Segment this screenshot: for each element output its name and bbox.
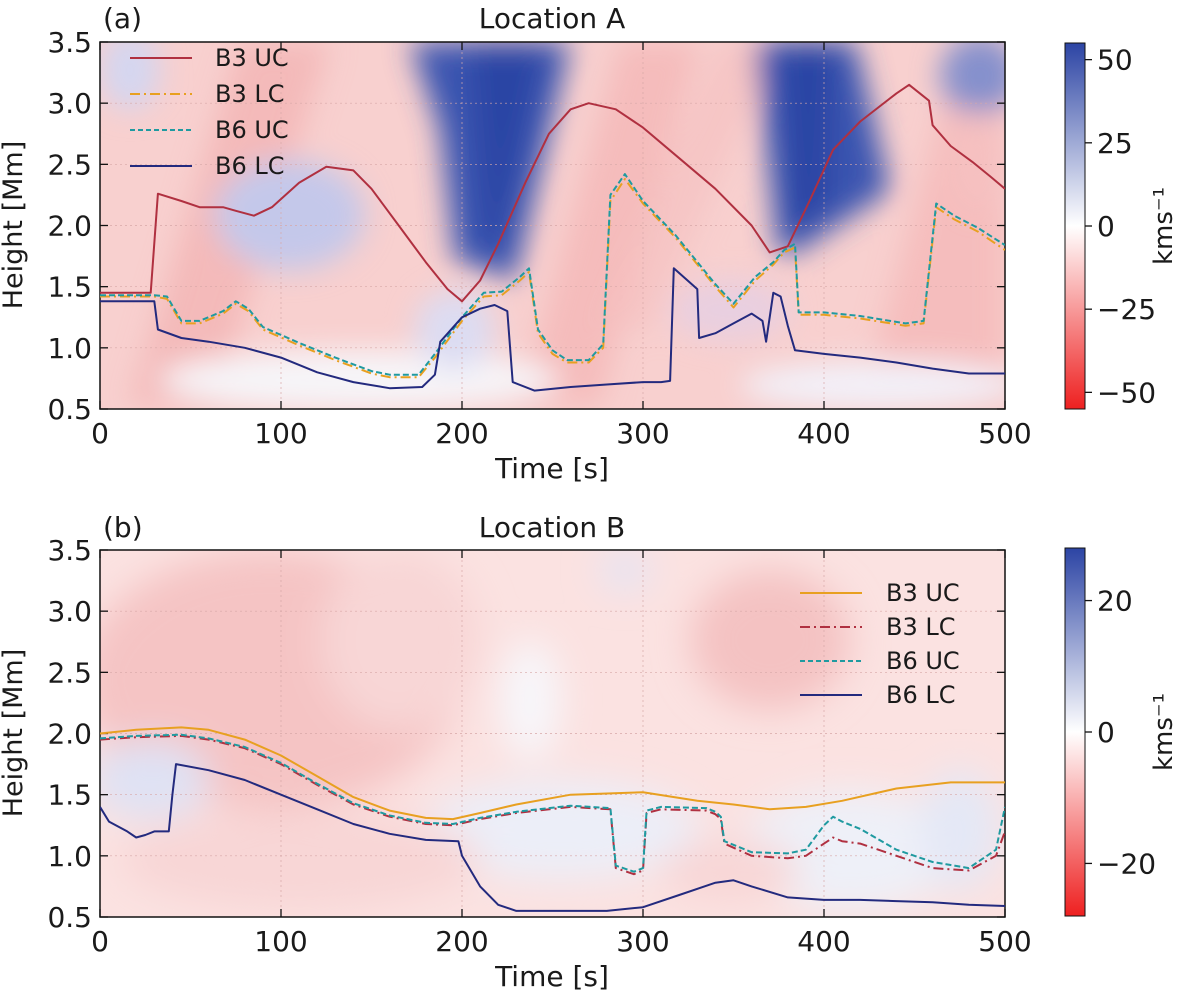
colorbar-tick-label: −25 <box>1097 293 1156 326</box>
series-line-b6-uc <box>100 733 1005 873</box>
x-tick-label: 200 <box>435 417 488 450</box>
x-tick-label: 100 <box>254 417 307 450</box>
y-tick-label: 2.5 <box>47 656 92 689</box>
panel-a-colorbar: 50 25 0 −25 −50 kms⁻¹ <box>1064 42 1179 410</box>
panel-b-ticks: 0 100 200 300 400 500 0.5 1.0 1.5 2.0 2.5 3.0 3.5 <box>47 534 1031 958</box>
x-tick-label: 400 <box>797 925 850 958</box>
colorbar-tick-label: 0 <box>1097 716 1115 749</box>
panel-a-colorbar-label: kms⁻¹ <box>1149 187 1179 265</box>
panel-b-colorbar-gradient <box>1064 547 1086 917</box>
x-tick-label: 400 <box>797 417 850 450</box>
series-line-b6-uc <box>100 173 1005 376</box>
panel-b-title: Location B <box>479 511 626 544</box>
colorbar-tick-label: 50 <box>1097 44 1133 77</box>
panel-b-colorbar-label: kms⁻¹ <box>1149 693 1179 771</box>
series-line-b3-uc <box>100 726 1005 821</box>
panel-a-legend-label-4: B6 LC <box>215 152 285 180</box>
panel-b-legend-label-4: B6 LC <box>886 681 956 709</box>
panel-b-series <box>100 726 1005 912</box>
x-tick-label: 300 <box>616 925 669 958</box>
panel-a-legend: B3 UC B3 LC B6 UC B6 LC <box>130 44 289 180</box>
panel-a-title: Location A <box>479 2 625 35</box>
panel-a-heatmap <box>100 42 1005 409</box>
panel-b-label: (b) <box>103 511 143 544</box>
panel-a-legend-label-2: B3 LC <box>215 80 285 108</box>
panel-a-xlabel: Time [s] <box>494 452 609 485</box>
x-tick-label: 500 <box>978 925 1031 958</box>
x-tick-label: 0 <box>91 925 109 958</box>
panel-b-colorbar-ticks: 20 0 −20 <box>1085 585 1156 880</box>
y-tick-label: 2.0 <box>47 718 92 751</box>
x-tick-label: 0 <box>91 417 109 450</box>
colorbar-tick-label: −50 <box>1097 376 1156 409</box>
y-tick-label: 1.0 <box>47 840 92 873</box>
panel-a-legend-label-1: B3 UC <box>215 44 289 72</box>
panel-b-legend-label-3: B6 UC <box>886 647 960 675</box>
y-tick-label: 1.5 <box>47 271 92 304</box>
panel-b-legend-label-1: B3 UC <box>886 579 960 607</box>
y-tick-label: 3.5 <box>47 534 92 567</box>
y-tick-label: 1.0 <box>47 332 92 365</box>
y-tick-label: 3.5 <box>47 26 92 59</box>
colorbar-tick-label: 25 <box>1097 127 1133 160</box>
panel-b-legend: B3 UC B3 LC B6 UC B6 LC <box>800 579 960 709</box>
y-tick-label: 0.5 <box>47 393 92 426</box>
y-tick-label: 3.0 <box>47 87 92 120</box>
series-line-b6-lc <box>100 267 1005 392</box>
panel-a-legend-label-3: B6 UC <box>215 116 289 144</box>
series-line-b3-uc <box>100 83 1005 303</box>
panel-b-heatmap <box>100 550 1005 917</box>
x-tick-label: 300 <box>616 417 669 450</box>
y-tick-label: 1.5 <box>47 779 92 812</box>
panel-a-series <box>100 83 1005 392</box>
panel-b-xlabel: Time [s] <box>494 960 609 993</box>
panel-a-label: (a) <box>103 2 142 35</box>
y-tick-label: 2.5 <box>47 148 92 181</box>
panel-a-colorbar-ticks: 50 25 0 −25 −50 <box>1085 44 1156 409</box>
x-tick-label: 500 <box>978 417 1031 450</box>
colorbar-tick-label: 0 <box>1097 210 1115 243</box>
panel-b-legend-label-2: B3 LC <box>886 613 956 641</box>
y-tick-label: 0.5 <box>47 901 92 934</box>
y-tick-label: 2.0 <box>47 210 92 243</box>
panel-b-ylabel: Height [Mm] <box>0 649 29 818</box>
colorbar-tick-label: 20 <box>1097 585 1133 618</box>
x-tick-label: 200 <box>435 925 488 958</box>
panel-a-ylabel: Height [Mm] <box>0 141 29 310</box>
series-line-b6-lc <box>100 763 1005 912</box>
y-tick-label: 3.0 <box>47 595 92 628</box>
panel-a-ticks: 0 100 200 300 400 500 0.5 1.0 1.5 2.0 2.5 3.0 3.5 <box>47 26 1031 450</box>
panel-a-colorbar-gradient <box>1064 42 1086 410</box>
colorbar-tick-label: −20 <box>1097 847 1156 880</box>
x-tick-label: 100 <box>254 925 307 958</box>
panel-b-colorbar: 20 0 −20 kms⁻¹ <box>1064 547 1179 917</box>
